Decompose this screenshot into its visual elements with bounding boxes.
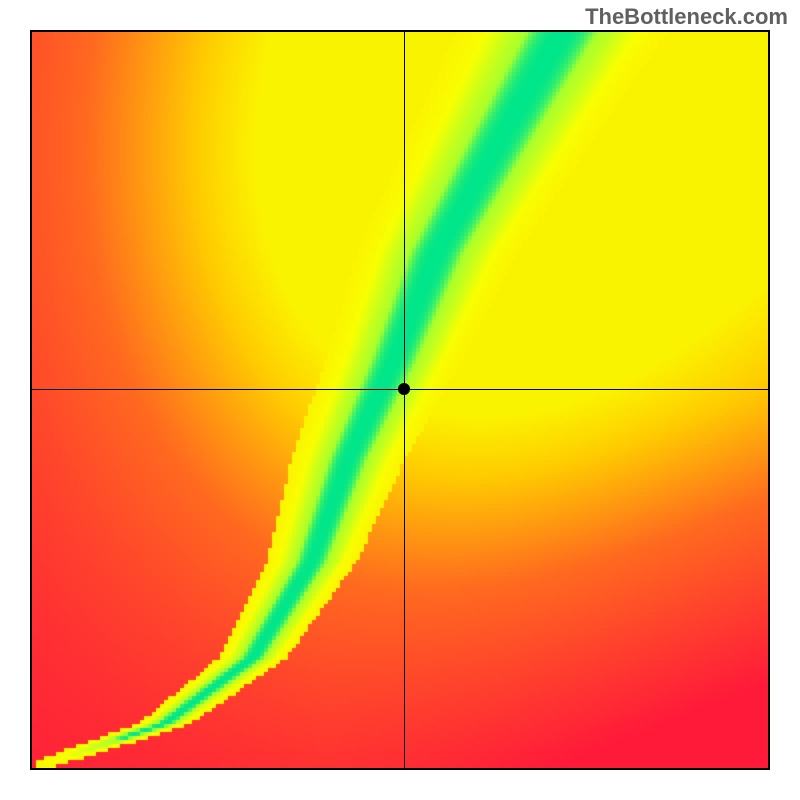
crosshair-marker [398, 383, 410, 395]
heatmap-plot [30, 30, 770, 770]
heatmap-canvas [32, 32, 768, 768]
crosshair-vertical [404, 32, 405, 768]
watermark-text: TheBottleneck.com [585, 4, 788, 30]
